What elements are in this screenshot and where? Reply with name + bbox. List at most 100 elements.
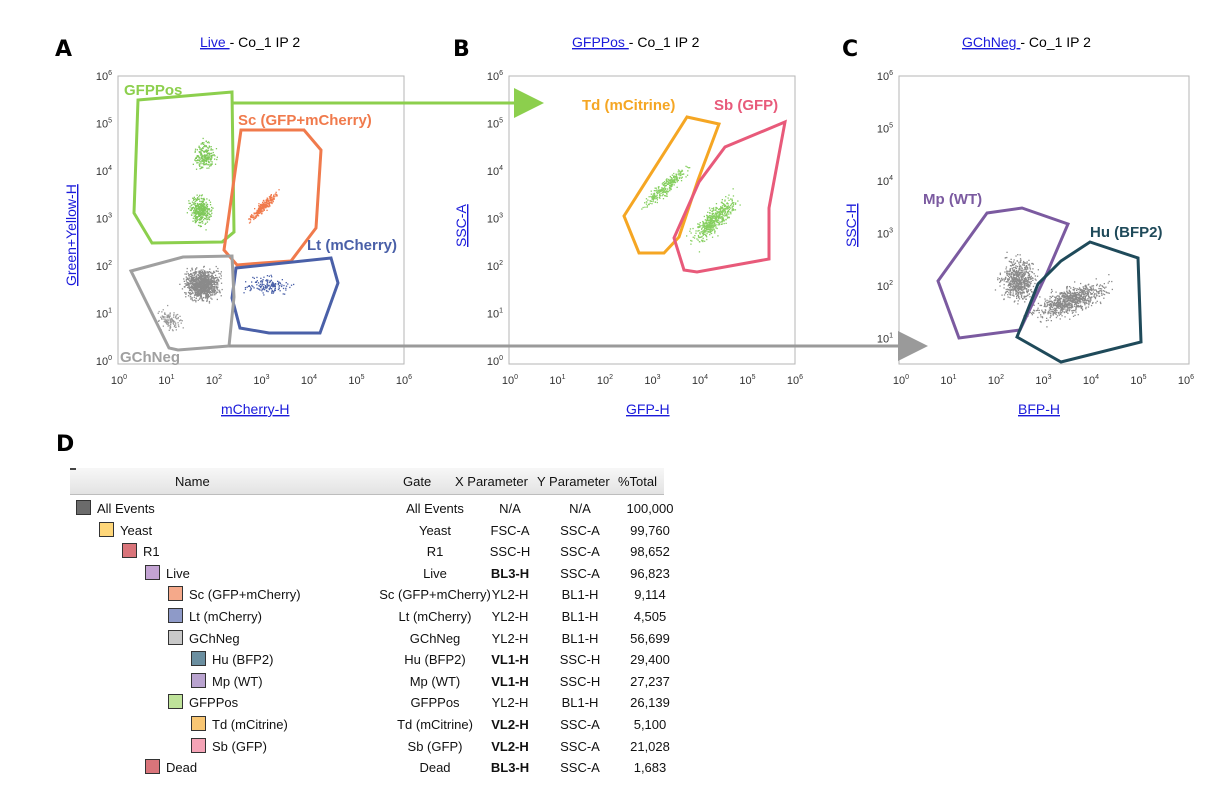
table-row[interactable]: All Events All Events N/A N/A 100,000 xyxy=(70,498,674,519)
event-dot xyxy=(1080,293,1083,295)
event-dot xyxy=(1064,295,1066,297)
gate-hu[interactable] xyxy=(1015,240,1143,364)
event-dot xyxy=(1019,265,1022,267)
event-dot xyxy=(249,289,251,292)
event-dot xyxy=(704,225,706,227)
event-dot xyxy=(190,278,192,280)
event-dot xyxy=(1053,304,1055,307)
event-dot xyxy=(1007,275,1010,278)
event-dot xyxy=(201,156,203,159)
event-dot xyxy=(662,184,665,186)
event-dot xyxy=(680,170,683,173)
plot-a-ylabel[interactable]: Green+Yellow-H xyxy=(63,184,79,286)
event-dot xyxy=(1053,312,1055,314)
y-tick-label: 103 xyxy=(877,228,893,241)
event-dot xyxy=(210,215,212,217)
gate-color-swatch xyxy=(191,716,206,731)
plot-c-ylabel[interactable]: SSC-H xyxy=(843,203,859,247)
panel-a-title-link[interactable]: Live xyxy=(200,34,230,50)
event-dot xyxy=(192,280,194,283)
gate-sb[interactable] xyxy=(672,119,787,274)
event-dot xyxy=(275,191,277,193)
event-dot xyxy=(268,288,271,291)
col-x-header[interactable]: X Parameter xyxy=(455,474,528,489)
event-dot xyxy=(200,209,203,212)
event-dot xyxy=(1058,312,1060,315)
table-row[interactable]: Mp (WT) Mp (WT) VL1-H SSC-H 27,237 xyxy=(70,671,670,692)
plot-a-xlabel[interactable]: mCherry-H xyxy=(221,401,289,417)
event-dot xyxy=(1026,267,1029,269)
event-dot xyxy=(1055,311,1058,314)
event-dot xyxy=(201,291,203,293)
table-row[interactable]: Sc (GFP+mCherry) Sc (GFP+mCherry) YL2-H BL1… xyxy=(70,584,670,605)
gate-lt[interactable] xyxy=(230,256,340,335)
event-dot xyxy=(706,236,708,238)
table-row[interactable]: GChNeg GChNeg YL2-H BL1-H 56,699 xyxy=(70,628,670,649)
gate-mp[interactable] xyxy=(936,206,1071,340)
event-dot xyxy=(1005,257,1007,259)
event-dot xyxy=(184,292,186,294)
event-dot xyxy=(170,321,173,323)
panel-letter-c: C xyxy=(842,37,858,62)
event-dot xyxy=(1088,301,1090,303)
table-row[interactable]: Hu (BFP2) Hu (BFP2) VL1-H SSC-H 29,400 xyxy=(70,649,670,670)
panel-b-title-link[interactable]: GFPPos xyxy=(572,34,629,50)
event-dot xyxy=(205,289,207,292)
event-dot xyxy=(727,205,730,207)
event-dot xyxy=(214,284,216,286)
event-dot xyxy=(211,209,213,211)
plot-c-xlabel[interactable]: BFP-H xyxy=(1018,401,1060,417)
table-row[interactable]: Live Live BL3-H SSC-A 96,823 xyxy=(70,563,670,584)
col-name-header[interactable]: Name xyxy=(175,474,210,489)
event-dot xyxy=(270,196,272,198)
event-dot xyxy=(712,226,714,229)
event-dot xyxy=(190,204,192,207)
event-dot xyxy=(701,232,704,234)
gate-td[interactable] xyxy=(622,115,722,255)
col-gate-header[interactable]: Gate xyxy=(403,474,432,489)
event-dot xyxy=(1010,276,1013,278)
event-dot xyxy=(678,173,680,175)
event-dot xyxy=(1083,288,1085,290)
event-dot xyxy=(717,224,719,226)
col-y-header[interactable]: Y Parameter xyxy=(537,474,610,489)
table-row[interactable]: Dead Dead BL3-H SSC-A 1,683 xyxy=(70,757,670,778)
event-dot xyxy=(194,276,196,278)
event-dot xyxy=(702,232,704,234)
table-row[interactable]: Td (mCitrine) Td (mCitrine) VL2-H SSC-A 5,10… xyxy=(70,714,670,735)
event-dot xyxy=(196,292,198,294)
event-dot xyxy=(1016,295,1018,298)
event-dot xyxy=(1086,290,1088,292)
event-dot xyxy=(717,219,720,221)
event-dot xyxy=(1044,300,1047,302)
panel-c-title-link[interactable]: GChNeg xyxy=(962,34,1020,50)
event-dot xyxy=(1005,268,1007,270)
event-dot xyxy=(204,292,206,294)
event-dot xyxy=(1021,292,1024,294)
table-row[interactable]: GFPPos GFPPos YL2-H BL1-H 26,139 xyxy=(70,692,670,713)
event-dot xyxy=(1013,274,1015,276)
event-dot xyxy=(1052,313,1054,315)
event-dot xyxy=(259,209,261,211)
event-dot xyxy=(1099,288,1101,290)
event-dot xyxy=(1030,275,1032,277)
event-dot xyxy=(661,183,663,185)
event-dot xyxy=(1073,298,1075,300)
table-row[interactable]: R1 R1 SSC-H SSC-A 98,652 xyxy=(70,541,670,562)
event-dot xyxy=(200,293,202,295)
gate-gchneg[interactable] xyxy=(128,254,236,352)
gate-gfppos[interactable] xyxy=(132,90,236,245)
table-row[interactable]: Lt (mCherry) Lt (mCherry) YL2-H BL1-H 4,505 xyxy=(70,606,670,627)
event-dot xyxy=(1111,280,1113,283)
event-dot xyxy=(1027,264,1029,266)
plot-b-xlabel[interactable]: GFP-H xyxy=(626,401,670,417)
event-dot xyxy=(1012,261,1015,263)
plot-b-ylabel[interactable]: SSC-A xyxy=(453,204,469,247)
event-dot xyxy=(187,295,190,297)
event-dot xyxy=(1006,271,1008,273)
table-row[interactable]: Yeast Yeast FSC-A SSC-A 99,760 xyxy=(70,520,670,541)
table-row[interactable]: Sb (GFP) Sb (GFP) VL2-H SSC-A 21,028 xyxy=(70,736,670,757)
event-dot xyxy=(193,196,195,198)
event-dot xyxy=(709,214,711,217)
col-total-header[interactable]: %Total xyxy=(618,474,658,489)
